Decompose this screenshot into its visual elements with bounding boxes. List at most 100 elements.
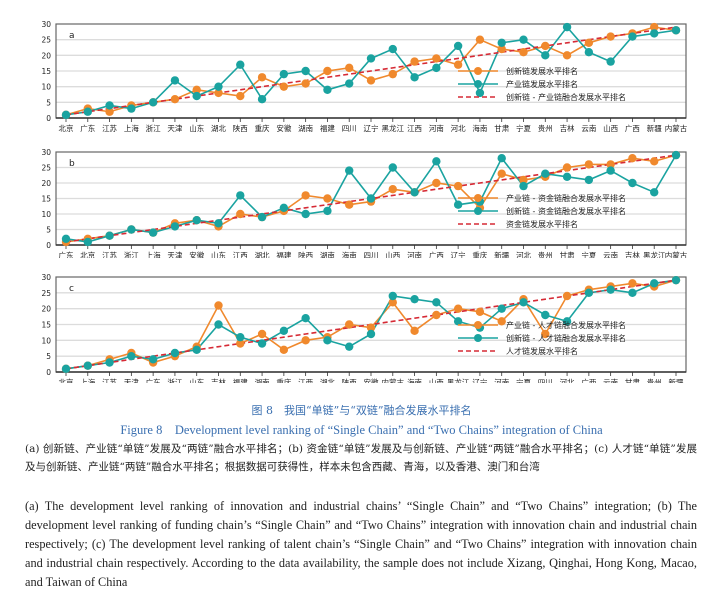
data-point: [345, 166, 354, 175]
data-point: [562, 317, 572, 326]
x-tick-label: 内蒙古: [665, 250, 688, 258]
data-point: [432, 54, 441, 63]
data-point: [148, 355, 158, 364]
data-point: [432, 298, 441, 307]
data-point: [345, 63, 354, 73]
x-tick-label: 吉林: [560, 123, 575, 133]
data-point: [453, 60, 463, 69]
legend-marker: [474, 80, 482, 88]
figure-title-english: Figure 8 Development level ranking of “S…: [120, 423, 603, 437]
data-point: [61, 364, 71, 374]
data-point: [497, 169, 506, 178]
data-point: [192, 91, 201, 101]
data-point: [650, 188, 659, 197]
x-tick-label: 海南: [342, 250, 357, 258]
data-point: [301, 66, 310, 76]
x-tick-label: 四川: [342, 124, 357, 133]
x-tick-label: 广西: [625, 123, 640, 133]
x-tick-label: 海南: [407, 377, 422, 383]
x-tick-label: 黑龙江: [643, 250, 666, 258]
data-point: [236, 191, 245, 200]
data-point: [606, 285, 615, 294]
x-tick-label: 山西: [603, 123, 618, 133]
x-tick-label: 重庆: [255, 123, 270, 133]
x-tick-label: 江苏: [102, 250, 117, 258]
data-point: [388, 163, 397, 172]
data-point: [83, 361, 92, 370]
data-point: [562, 22, 572, 32]
data-point: [606, 57, 615, 66]
data-point: [628, 288, 637, 298]
x-tick-label: 贵州: [538, 250, 553, 258]
data-point: [432, 157, 441, 166]
data-point: [628, 32, 637, 41]
data-point: [628, 154, 637, 163]
x-tick-label: 四川: [538, 378, 553, 383]
data-point: [497, 38, 506, 47]
data-point: [214, 219, 223, 228]
data-point: [475, 35, 485, 44]
x-tick-label: 山西: [429, 377, 444, 383]
x-tick-label: 陕西: [298, 250, 313, 258]
data-point: [453, 41, 463, 51]
x-tick-label: 云南: [603, 377, 618, 383]
data-point: [541, 329, 550, 339]
data-point: [453, 181, 463, 191]
data-point: [257, 339, 267, 348]
legend-label: 创新链 - 资金链融合发展水平排名: [506, 206, 626, 216]
data-point: [606, 32, 615, 41]
data-point: [192, 85, 201, 95]
data-point: [127, 225, 136, 234]
x-tick-label: 贵州: [647, 377, 662, 383]
y-tick-label: 20: [41, 305, 51, 314]
x-tick-label: 江西: [298, 378, 313, 383]
x-tick-label: 新疆: [494, 250, 509, 258]
x-tick-label: 山西: [385, 250, 400, 258]
legend-label: 产业链 - 人才链融合发展水平排名: [506, 320, 626, 330]
x-tick-label: 山东: [211, 250, 226, 258]
data-point: [650, 29, 659, 38]
data-point: [671, 150, 681, 160]
data-point: [388, 69, 397, 79]
legend-label: 资金链发展水平排名: [506, 219, 578, 229]
figure-title-chinese: 图 8 我国“单链”与“双链”融合发展水平排名: [251, 404, 472, 417]
y-tick-label: 15: [41, 195, 51, 204]
x-tick-label: 福建: [233, 377, 248, 383]
x-tick-label: 四川: [364, 251, 379, 258]
data-point: [519, 48, 528, 57]
data-point: [584, 175, 594, 185]
data-point: [497, 317, 506, 326]
data-point: [279, 69, 289, 79]
data-point: [562, 291, 572, 301]
x-tick-label: 天津: [167, 124, 182, 133]
data-point: [279, 203, 289, 212]
data-point: [214, 82, 223, 91]
data-point: [345, 200, 354, 209]
data-point: [127, 104, 136, 113]
data-point: [519, 175, 528, 185]
data-point: [323, 206, 332, 216]
data-point: [475, 88, 485, 98]
x-tick-label: 湖南: [320, 250, 335, 258]
data-point: [148, 228, 158, 237]
data-point: [105, 107, 114, 116]
x-tick-label: 广东: [146, 377, 161, 383]
y-tick-label: 15: [41, 67, 51, 76]
legend-label: 创新链 - 产业链融合发展水平排名: [506, 92, 626, 102]
x-tick-label: 上海: [124, 123, 139, 133]
x-tick-label: 北京: [80, 250, 95, 258]
data-point: [236, 209, 245, 219]
data-point: [650, 22, 659, 32]
x-tick-label: 浙江: [167, 377, 182, 383]
data-point: [497, 44, 506, 54]
data-point: [388, 185, 397, 194]
data-point: [584, 48, 594, 57]
data-point: [519, 181, 528, 191]
data-point: [453, 200, 463, 209]
x-tick-label: 江西: [233, 251, 248, 258]
legend-label: 创新链发展水平排名: [506, 66, 578, 76]
legend-marker: [474, 194, 482, 202]
y-tick-label: 30: [41, 148, 51, 157]
x-tick-label: 甘肃: [625, 377, 640, 383]
x-tick-label: 海南: [472, 123, 487, 133]
